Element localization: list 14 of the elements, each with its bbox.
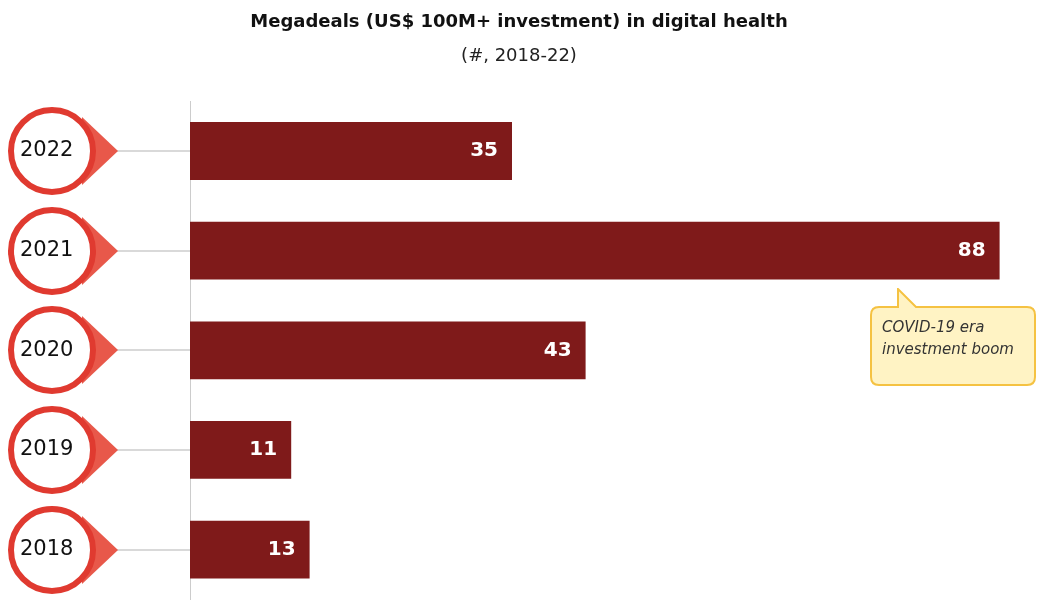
annotation: COVID-19 era investment boom (882, 316, 1015, 360)
y-tick-label: 2022 (20, 137, 74, 162)
data-label: 43 (543, 336, 572, 361)
data-label: 13 (267, 535, 296, 560)
y-tick-label: 2018 (20, 536, 74, 561)
data-label: 88 (957, 236, 986, 261)
chart-title: Megadeals (US$ 100M+ investment) in digital health (250, 10, 788, 32)
data-label: 11 (249, 436, 278, 461)
y-tick-label: 2019 (20, 436, 74, 461)
speech-bubble: COVID-19 era investment boom (870, 287, 1036, 386)
y-tick-label: 2020 (20, 336, 74, 361)
chart-subtitle: (#, 2018-22) (461, 44, 577, 66)
y-tick-label: 2021 (20, 237, 74, 262)
data-label: 35 (470, 137, 498, 162)
